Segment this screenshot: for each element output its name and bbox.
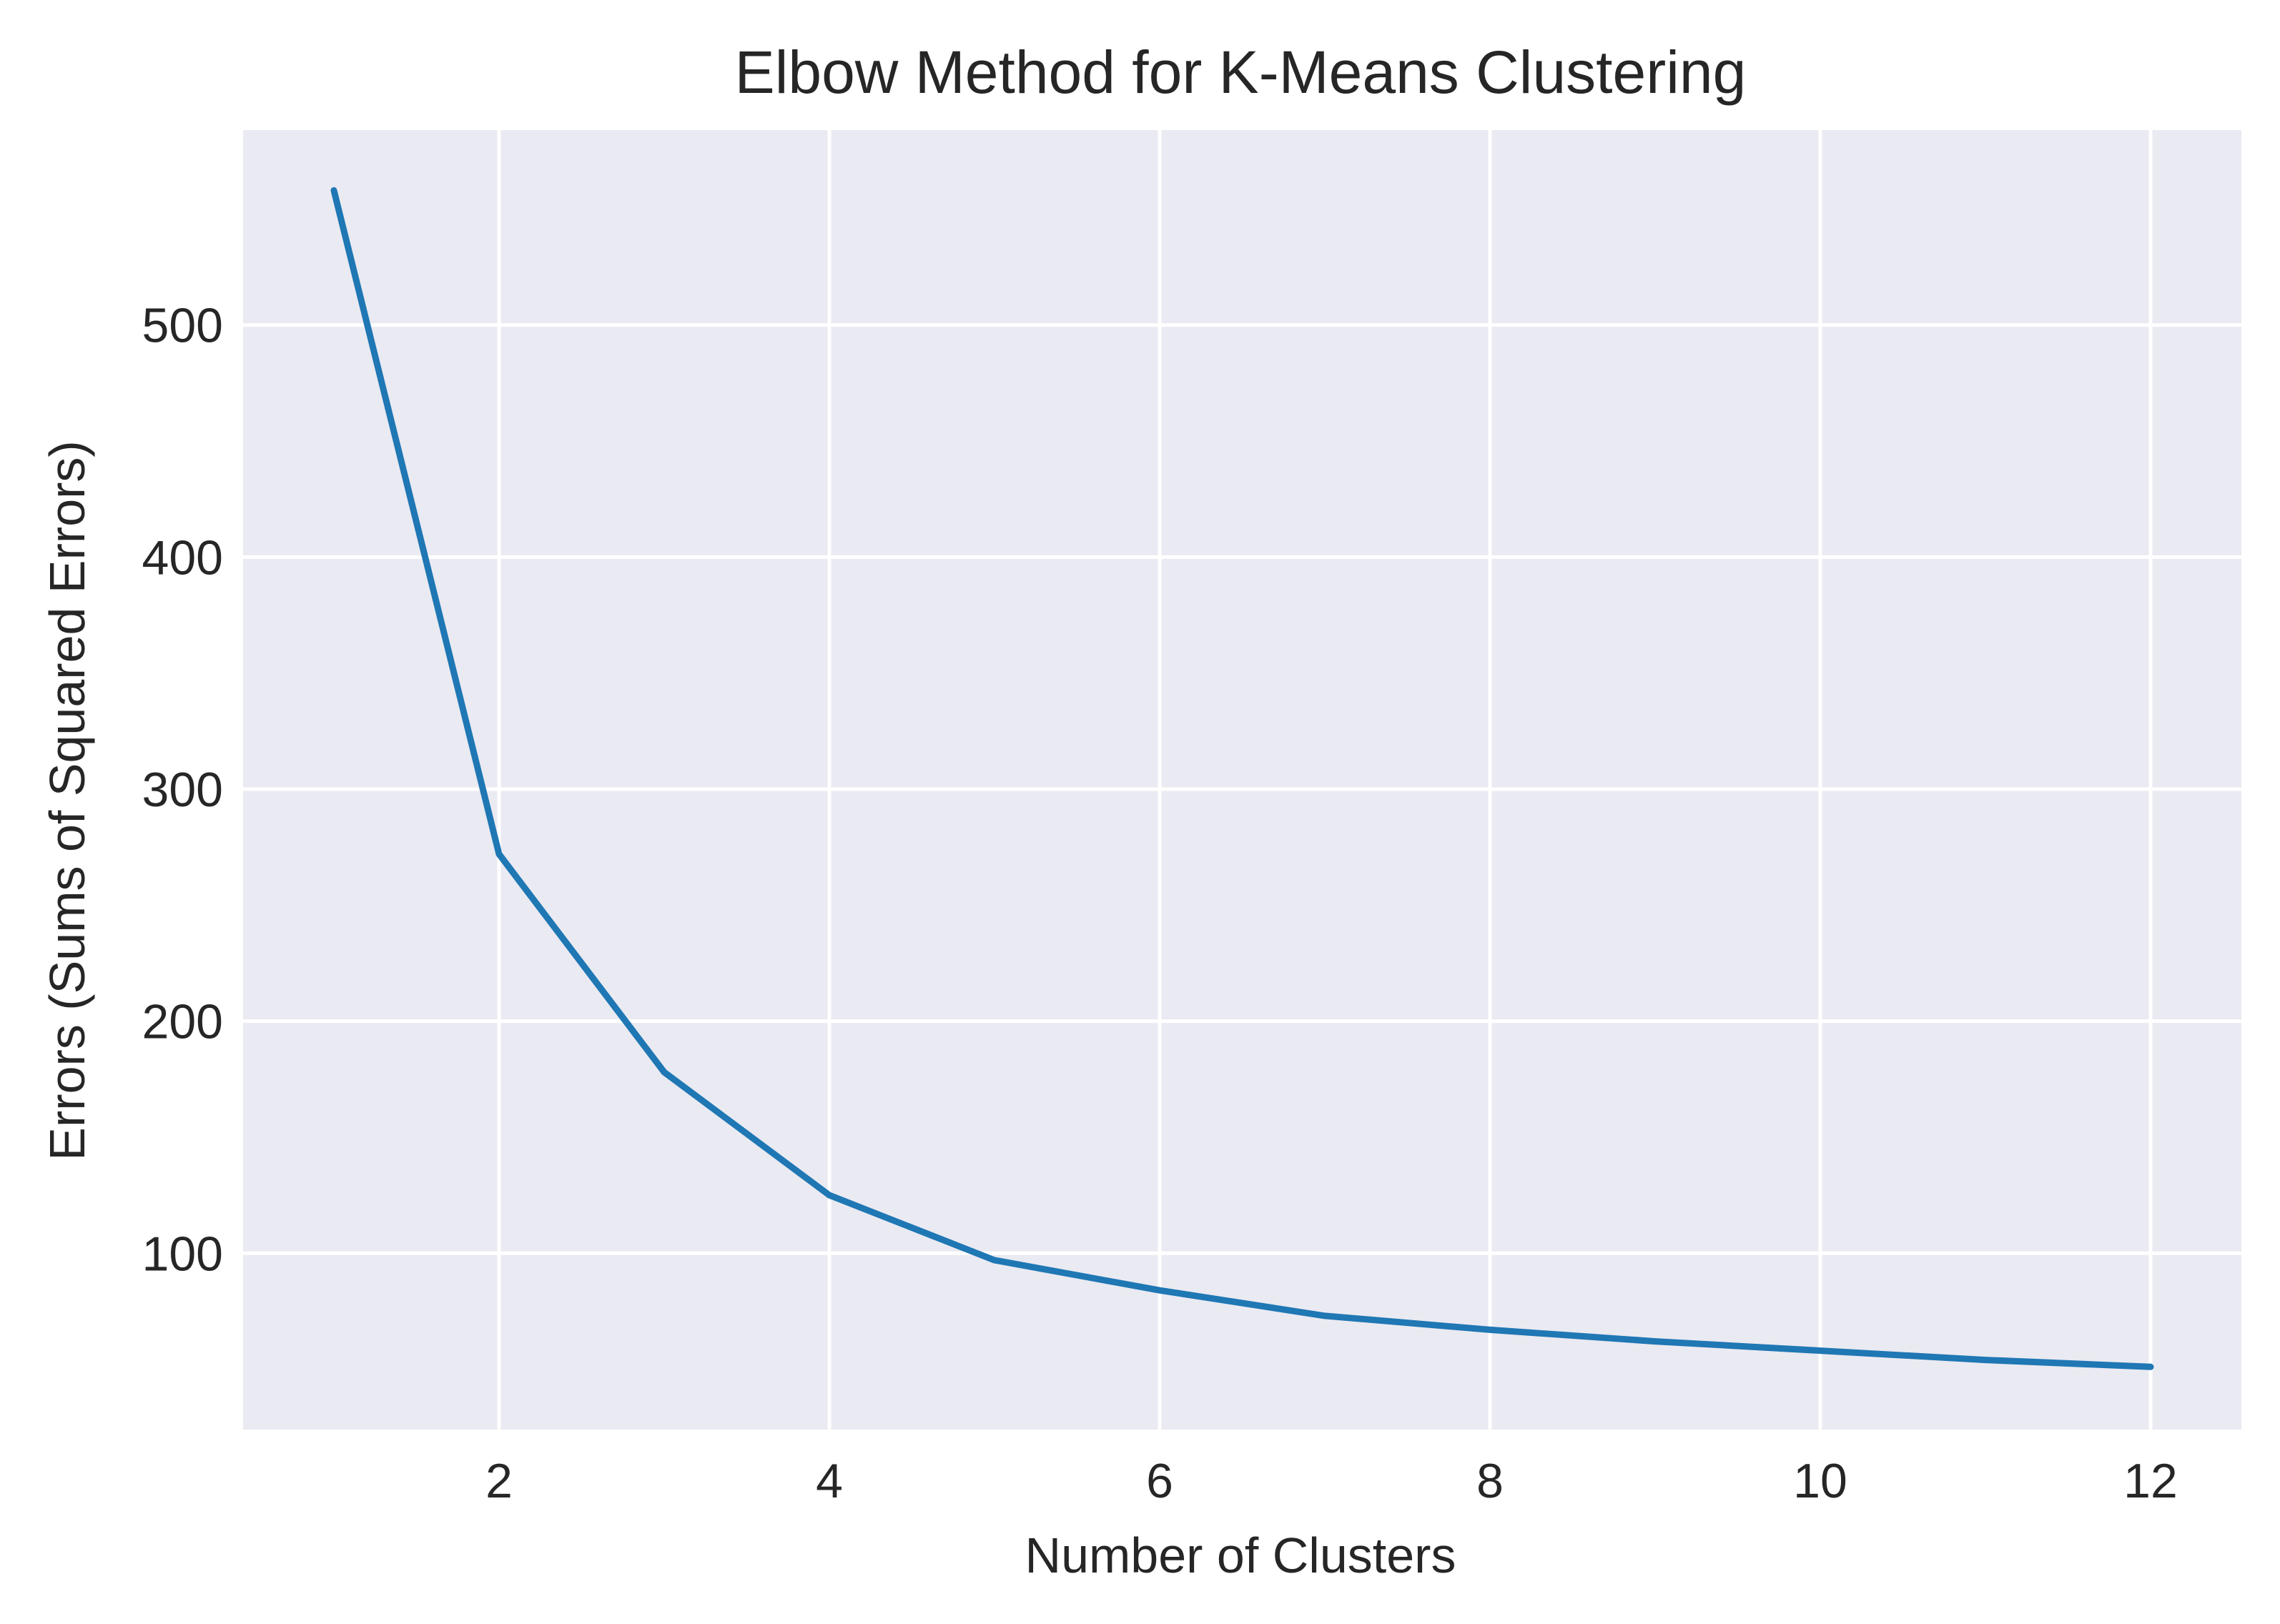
- plot-area: [243, 130, 2241, 1430]
- y-tick-label: 300: [142, 763, 223, 817]
- x-tick-label: 12: [2123, 1454, 2178, 1508]
- y-tick-label: 100: [142, 1227, 223, 1281]
- x-gridlines: [497, 130, 2153, 1430]
- x-tick-label: 4: [816, 1454, 843, 1508]
- y-gridlines: [243, 323, 2241, 1255]
- x-tick-label: 6: [1146, 1454, 1173, 1508]
- y-tick-label: 200: [142, 995, 223, 1049]
- x-tick-label: 8: [1476, 1454, 1504, 1508]
- y-axis-label: Errors (Sums of Squared Errors): [39, 440, 95, 1160]
- x-tick-label: 2: [485, 1454, 513, 1508]
- x-axis-label: Number of Clusters: [1025, 1528, 1456, 1583]
- y-tick-label: 400: [142, 530, 223, 585]
- chart-title: Elbow Method for K-Means Clustering: [735, 39, 1747, 106]
- y-tick-labels: 100 200 300 400 500: [142, 299, 223, 1282]
- series-line: [330, 187, 2154, 1370]
- y-tick-label: 500: [142, 299, 223, 353]
- x-tick-label: 10: [1793, 1454, 1847, 1508]
- x-tick-labels: 2 4 6 8 10 12: [485, 1454, 2178, 1508]
